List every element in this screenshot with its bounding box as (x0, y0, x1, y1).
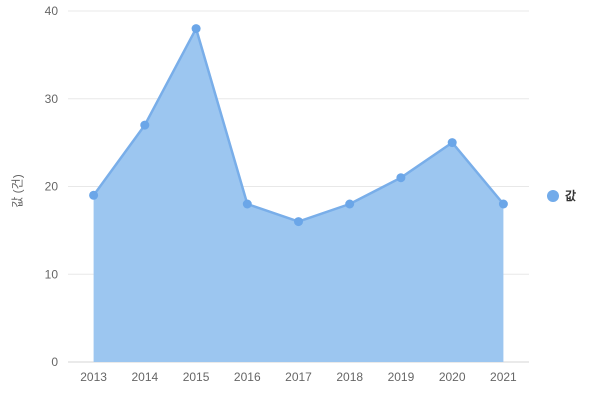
legend-item[interactable]: 값 (547, 187, 576, 204)
data-point[interactable] (294, 217, 303, 227)
data-point[interactable] (191, 24, 201, 34)
x-tick-label: 2019 (388, 370, 415, 384)
x-tick-label: 2017 (285, 370, 312, 384)
data-point[interactable] (242, 199, 252, 209)
x-tick-label: 2014 (131, 370, 158, 384)
x-tick-label: 2013 (80, 370, 107, 384)
x-tick-label: 2015 (183, 370, 210, 384)
data-point[interactable] (345, 199, 355, 209)
data-point[interactable] (140, 120, 150, 130)
data-point[interactable] (396, 173, 406, 183)
x-tick-label: 2018 (336, 370, 363, 384)
y-tick-label: 0 (51, 355, 58, 369)
data-point[interactable] (447, 138, 457, 148)
legend-label: 값 (565, 189, 577, 203)
area-fill (93, 28, 504, 362)
x-tick-label: 2020 (439, 370, 466, 384)
y-tick-label: 10 (45, 267, 59, 281)
data-point[interactable] (498, 199, 508, 209)
x-tick-label: 2021 (490, 370, 517, 384)
y-tick-label: 20 (45, 180, 59, 194)
y-tick-label: 30 (45, 92, 59, 106)
x-tick-label: 2016 (234, 370, 261, 384)
legend-marker-icon (547, 189, 559, 202)
data-point[interactable] (89, 190, 99, 200)
y-tick-label: 40 (45, 4, 59, 18)
